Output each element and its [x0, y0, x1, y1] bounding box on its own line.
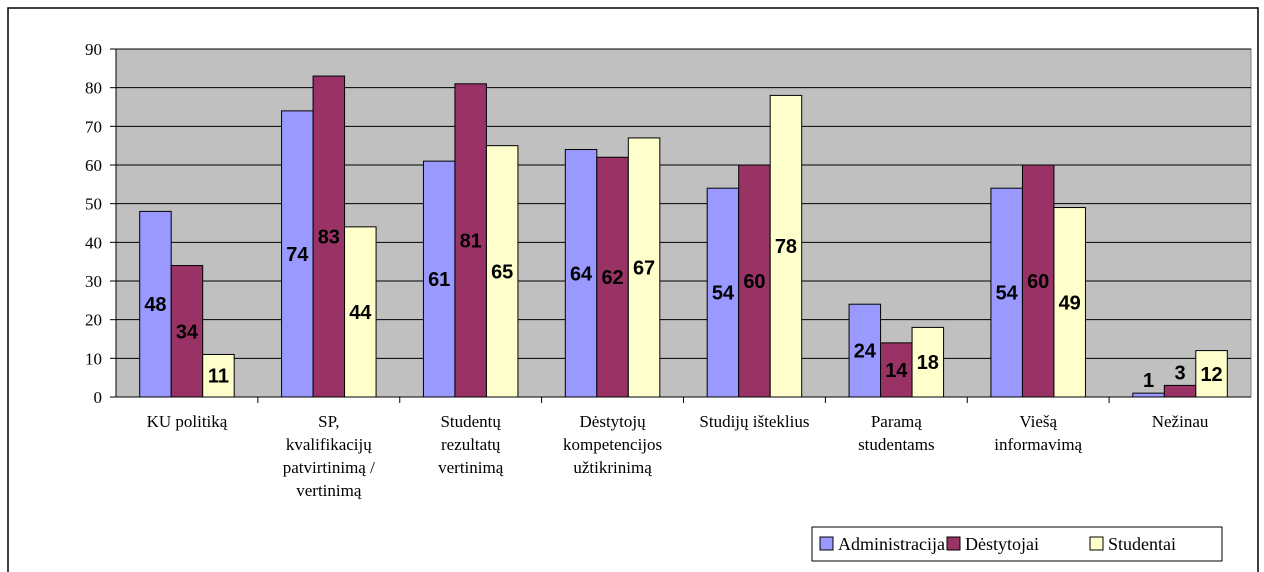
category-label: SP,	[318, 412, 339, 431]
bar	[706, 187, 740, 398]
category-label: vertinimą	[438, 458, 504, 477]
y-tick-label: 20	[85, 311, 102, 330]
bar	[880, 342, 913, 398]
category-label: informavimą	[994, 435, 1082, 454]
bar	[627, 137, 661, 398]
data-label: 3	[1175, 362, 1186, 384]
data-label: 65	[491, 261, 513, 283]
legend-label: Administracija	[838, 534, 945, 554]
data-label: 81	[460, 230, 482, 252]
data-label: 1	[1143, 370, 1154, 392]
data-label: 60	[1027, 271, 1049, 293]
bar	[170, 265, 204, 398]
legend-label: Dėstytojai	[965, 534, 1039, 554]
bar	[1053, 207, 1086, 398]
data-label: 48	[144, 294, 166, 316]
bar	[344, 226, 377, 398]
y-tick-label: 10	[85, 349, 102, 368]
data-label: 49	[1059, 292, 1081, 314]
y-tick-label: 80	[85, 79, 102, 98]
bar	[848, 303, 882, 398]
category-label: Studentų	[440, 412, 501, 431]
legend-swatch	[946, 536, 961, 551]
bar	[990, 187, 1023, 398]
data-label: 64	[570, 263, 593, 285]
data-label: 67	[633, 257, 655, 279]
data-label: 60	[743, 271, 765, 293]
data-labels: 48 34 11 74 83 44 61 81 65 64 62 67 54 60 78 24 14 18 54 60…	[144, 227, 1222, 393]
bar	[1163, 384, 1197, 398]
y-tick-label: 40	[85, 233, 102, 252]
data-label: 83	[318, 227, 340, 249]
y-tick-label: 70	[85, 117, 102, 136]
data-label: 54	[712, 283, 735, 305]
category-label: kvalifikacijų	[286, 435, 372, 454]
legend-box	[811, 526, 1223, 562]
data-label: 24	[854, 341, 877, 363]
category-label: Paramą	[871, 412, 922, 431]
y-tick-label: 30	[85, 272, 102, 291]
y-tick-label: 90	[85, 40, 102, 59]
data-label: 12	[1200, 364, 1222, 386]
data-label: 18	[917, 352, 939, 374]
category-label: rezultatų	[441, 435, 501, 454]
bar	[911, 326, 945, 398]
y-tick-label: 50	[85, 195, 102, 214]
category-label: KU politiką	[147, 412, 228, 431]
bar	[281, 110, 314, 398]
data-label: 78	[775, 236, 797, 258]
legend-swatch	[1089, 536, 1104, 551]
y-tick-label: 0	[94, 388, 103, 407]
category-label: vertinimą	[296, 481, 362, 500]
data-label: 14	[885, 360, 908, 382]
category-label: Studijų išteklius	[699, 412, 809, 431]
bar	[738, 164, 771, 398]
data-label: 44	[349, 302, 372, 324]
bar	[454, 83, 487, 398]
legend: Administracija Dėstytojai Studentai	[811, 526, 1223, 562]
bars	[139, 75, 1228, 398]
bar	[1195, 350, 1228, 398]
category-label: Viešą	[1019, 412, 1057, 431]
data-label: 11	[208, 366, 229, 388]
category-label: Dėstytojų	[580, 412, 647, 431]
legend-swatch	[819, 536, 834, 551]
category-label: Nežinau	[1152, 412, 1209, 431]
data-label: 34	[176, 321, 199, 343]
legend-label: Studentai	[1108, 534, 1176, 554]
category-label: patvirtinimą /	[283, 458, 375, 477]
data-label: 62	[601, 267, 623, 289]
bar	[769, 94, 803, 398]
category-label: kompetencijos	[563, 435, 662, 454]
category-label: studentams	[858, 435, 935, 454]
bar	[564, 149, 598, 398]
bar	[1132, 392, 1165, 398]
data-label: 54	[996, 283, 1019, 305]
data-label: 61	[428, 269, 450, 291]
axes: 0 10 20 30 40 50 60 70 80 90 KU politiką SP, kvalifi…	[85, 40, 1251, 500]
category-label: užtikrinimą	[573, 458, 652, 477]
y-tick-label: 60	[85, 156, 102, 175]
data-label: 74	[286, 244, 309, 266]
